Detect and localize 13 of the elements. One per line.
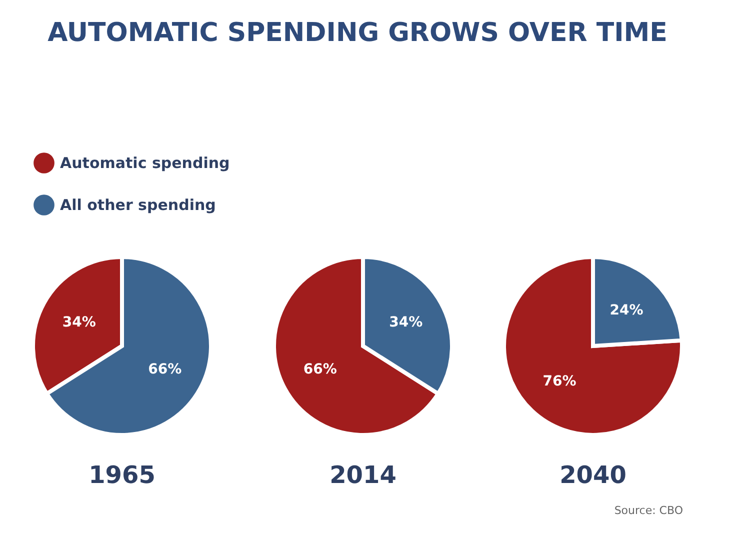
data-label: 66% — [148, 362, 182, 378]
legend-label: All other spending — [60, 196, 216, 214]
data-label: 66% — [303, 362, 337, 378]
data-label: 34% — [62, 314, 96, 330]
data-label: 34% — [389, 314, 423, 330]
legend-label: Automatic spending — [60, 154, 230, 172]
text: 1965 — [88, 461, 156, 489]
text: 2040 — [560, 461, 626, 489]
data-label: 24% — [610, 302, 644, 318]
data-label: 76% — [542, 374, 576, 390]
text: 2014 — [330, 461, 396, 489]
text: AUTOMATIC SPENDING GROWS OVER TIME — [48, 18, 668, 48]
source-note: Source: CBO — [614, 504, 684, 517]
